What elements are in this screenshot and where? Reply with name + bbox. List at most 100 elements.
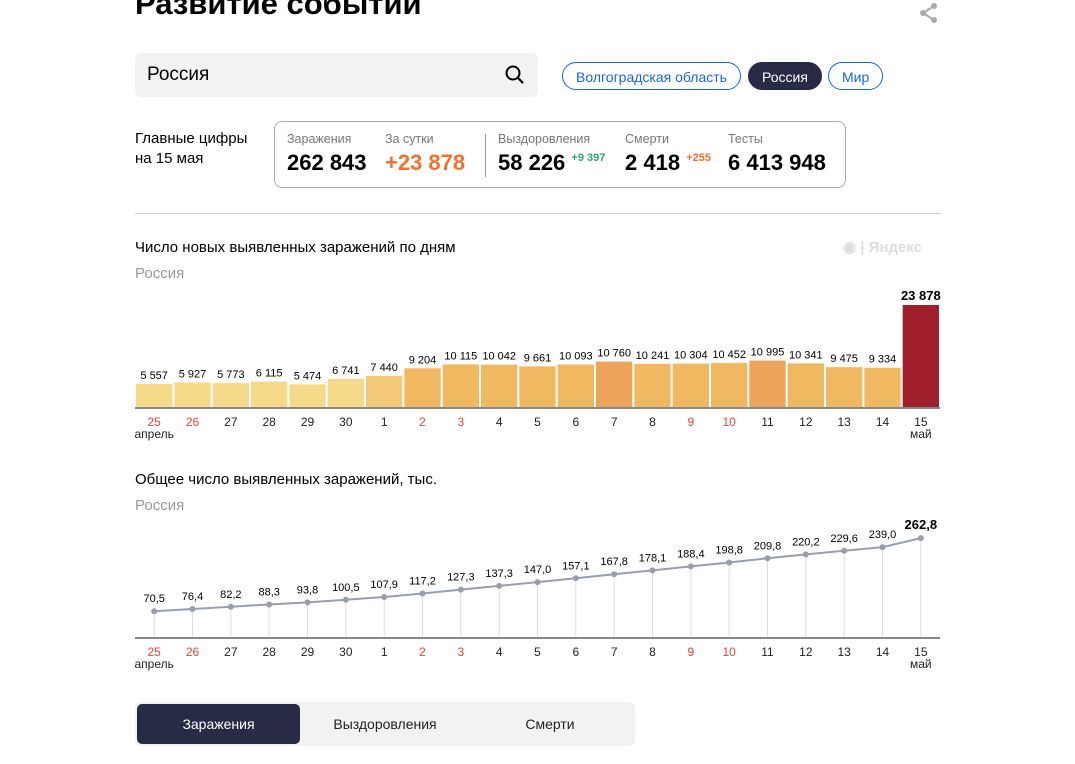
x-tick-label: 8: [649, 645, 656, 659]
region-pill-world[interactable]: Мир: [828, 62, 884, 90]
point-value-label: 117,2: [409, 575, 436, 587]
point-value-label: 229,6: [830, 533, 858, 545]
x-tick-label: 30: [339, 645, 353, 659]
tab-infections[interactable]: Заражения: [137, 704, 300, 744]
x-tick-label: 7: [611, 415, 618, 429]
bar-value-label: 9 334: [869, 354, 897, 366]
point-value-label: 82,2: [220, 589, 241, 601]
stat-recovered: Выздоровления 58 226 +9 397: [498, 132, 605, 176]
bar: [136, 384, 173, 408]
line-chart-subtitle: Россия: [135, 497, 185, 514]
point-value-label: 188,4: [677, 548, 705, 560]
data-point: [879, 544, 886, 551]
x-tick-label: 9: [687, 415, 694, 429]
bar: [864, 367, 901, 408]
x-tick-label: 12: [799, 645, 813, 659]
point-value-label: 70,5: [143, 593, 164, 605]
x-tick-label: 25: [147, 415, 161, 429]
data-point: [572, 575, 579, 582]
stat-delta: +9 397: [571, 152, 606, 164]
data-point: [342, 596, 349, 603]
region-pill-volgograd[interactable]: Волгоградская область: [562, 62, 741, 90]
stats-divider: [485, 134, 486, 177]
search-icon[interactable]: [504, 64, 526, 86]
bar-value-label: 9 661: [524, 352, 552, 364]
bar: [251, 381, 288, 408]
yandex-logo: ◉ | Яндекс: [843, 239, 922, 256]
search-value: Россия: [147, 64, 210, 85]
bar-value-label: 10 115: [444, 350, 477, 362]
x-tick-label: 29: [301, 415, 315, 429]
stat-label: Смерти: [625, 132, 669, 146]
point-value-label: 93,8: [297, 584, 318, 596]
yandex-logo-text: Яндекс: [868, 239, 922, 256]
region-pill-russia[interactable]: Россия: [748, 62, 822, 90]
data-point: [649, 567, 656, 574]
month-label: май: [910, 657, 932, 671]
data-point: [457, 586, 464, 593]
x-tick-label: 3: [457, 415, 464, 429]
region-search-input[interactable]: Россия: [135, 53, 538, 97]
x-tick-label: 12: [799, 415, 813, 429]
data-point: [151, 608, 158, 615]
x-tick-label: 4: [496, 645, 503, 659]
share-icon[interactable]: [918, 2, 940, 24]
bar-value-label: 23 878: [901, 288, 941, 303]
bar-value-label: 6 741: [332, 365, 360, 377]
stat-value: 2 418: [625, 150, 681, 175]
bar-value-label: 9 475: [830, 353, 858, 365]
x-tick-label: 28: [262, 645, 276, 659]
bar: [596, 361, 633, 408]
point-value-label: 220,2: [792, 536, 820, 548]
bar-chart-subtitle: Россия: [135, 265, 185, 282]
x-tick-label: 27: [224, 645, 238, 659]
data-point: [496, 582, 503, 589]
bar-value-label: 5 474: [294, 370, 322, 382]
bar: [404, 368, 441, 408]
stat-daily: За сутки +23 878: [385, 132, 465, 176]
data-point: [611, 571, 618, 578]
point-value-label: 198,8: [715, 544, 743, 556]
bar: [787, 363, 824, 408]
data-point: [764, 555, 771, 562]
tab-deaths[interactable]: Смерти: [525, 716, 575, 732]
x-tick-label: 6: [572, 415, 579, 429]
bar-value-label: 10 760: [597, 348, 631, 360]
stat-delta: +255: [686, 152, 711, 164]
x-tick-label: 14: [876, 645, 890, 659]
summary-stats: Заражения 262 843 За сутки +23 878 Выздоро…: [274, 121, 846, 188]
stat-value: 262 843: [287, 150, 367, 175]
x-tick-label: 25: [147, 645, 161, 659]
x-tick-label: 14: [876, 415, 890, 429]
data-point: [841, 547, 848, 554]
bar-value-label: 10 341: [789, 349, 823, 361]
point-value-label: 100,5: [332, 582, 360, 594]
point-value-label: 239,0: [869, 529, 897, 541]
bar: [711, 362, 748, 408]
x-tick-label: 7: [611, 645, 618, 659]
x-tick-label: 9: [687, 645, 694, 659]
point-value-label: 209,8: [754, 540, 782, 552]
total-cases-line-chart: 70,5 76,4 82,2 88,3 93,8 100,5 107,9 117,2 127,3…: [134, 517, 940, 671]
data-point: [227, 603, 234, 610]
x-tick-label: 2: [419, 415, 426, 429]
bar: [212, 383, 249, 408]
bar: [634, 363, 671, 408]
metric-tabs: Заражения Выздоровления Смерти: [135, 702, 635, 746]
bar: [366, 375, 403, 408]
tab-recoveries[interactable]: Выздоровления: [333, 716, 437, 732]
bar-value-label: 10 304: [674, 350, 708, 362]
bar: [672, 363, 709, 408]
x-tick-label: 26: [186, 415, 200, 429]
point-value-label: 178,1: [639, 552, 667, 564]
data-point: [266, 601, 273, 608]
x-tick-label: 11: [761, 645, 774, 659]
bar-value-label: 10 042: [482, 351, 516, 363]
point-value-label: 127,3: [447, 572, 475, 584]
x-tick-label: 28: [262, 415, 276, 429]
bar-value-label: 5 557: [140, 370, 168, 382]
point-value-label: 167,8: [600, 556, 628, 568]
bar: [749, 360, 786, 408]
bar-value-label: 10 995: [751, 347, 785, 359]
